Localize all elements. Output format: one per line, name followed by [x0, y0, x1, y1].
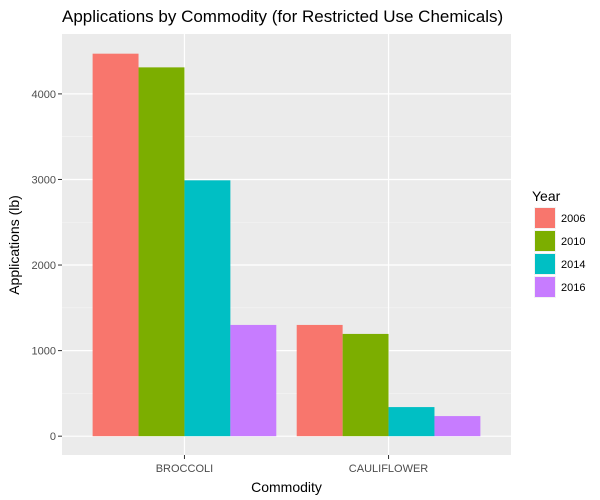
- y-tick-label: 3000: [32, 174, 56, 186]
- y-tick-label: 4000: [32, 89, 56, 101]
- y-tick-label: 2000: [32, 260, 56, 272]
- y-axis-title: Applications (lb): [6, 195, 22, 295]
- bar-2010-cauliflower: [342, 333, 389, 437]
- legend-label-2014: 2014: [561, 259, 585, 271]
- x-axis-title: Commodity: [251, 479, 322, 495]
- x-tick-label: CAULIFLOWER: [349, 463, 429, 475]
- chart-title: Applications by Commodity (for Restricte…: [62, 7, 503, 26]
- legend: Year 2006 2010 2014 2016: [532, 188, 585, 298]
- bars: [92, 53, 481, 437]
- y-axis-ticks: 0 1000 2000 3000 4000: [32, 89, 62, 443]
- x-axis-ticks: BROCCOLI CAULIFLOWER: [156, 455, 429, 475]
- legend-title: Year: [532, 188, 561, 204]
- legend-swatch-2006: [535, 208, 555, 228]
- legend-swatch-2016: [535, 277, 555, 297]
- legend-label-2010: 2010: [561, 236, 585, 248]
- legend-label-2016: 2016: [561, 282, 585, 294]
- bar-2014-broccoli: [184, 180, 231, 437]
- legend-swatch-2014: [535, 254, 555, 274]
- legend-label-2006: 2006: [561, 213, 585, 225]
- x-tick-label: BROCCOLI: [156, 463, 213, 475]
- y-tick-label: 0: [50, 431, 56, 443]
- bar-2016-broccoli: [230, 324, 277, 437]
- y-tick-label: 1000: [32, 346, 56, 358]
- bar-2014-cauliflower: [388, 407, 435, 437]
- bar-2010-broccoli: [138, 67, 185, 437]
- bar-2016-cauliflower: [434, 416, 481, 437]
- bar-2006-cauliflower: [296, 324, 343, 437]
- legend-swatch-2010: [535, 231, 555, 251]
- bar-2006-broccoli: [92, 53, 139, 437]
